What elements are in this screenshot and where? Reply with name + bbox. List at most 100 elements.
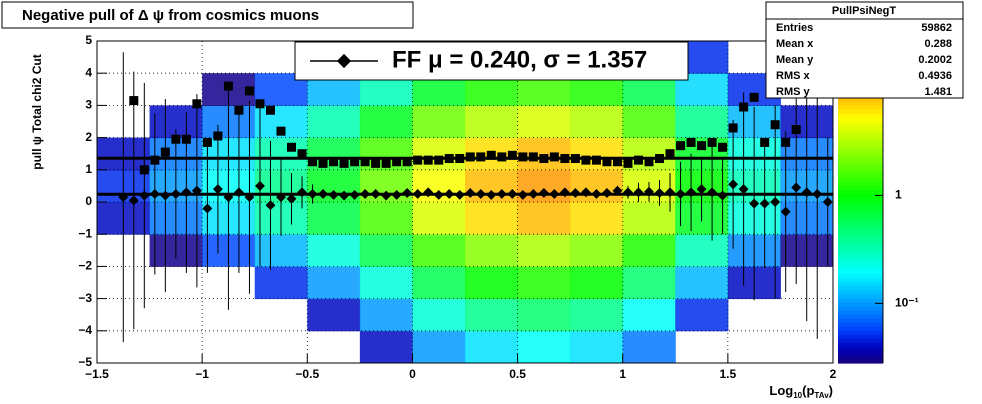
palette-step — [838, 226, 883, 231]
palette-step — [838, 282, 883, 288]
heat-cell — [254, 266, 308, 300]
stats-value: 0.2002 — [918, 54, 952, 66]
point — [160, 147, 170, 157]
palette-step — [838, 169, 883, 175]
point — [717, 190, 728, 201]
heat-cell — [307, 266, 361, 300]
point — [655, 154, 665, 164]
stats-value: 0.288 — [924, 38, 952, 50]
x-tick-label: 0.5 — [509, 367, 526, 381]
color-bar: 1 10⁻¹ — [838, 41, 919, 364]
point — [129, 96, 139, 106]
z-tick-label: 10⁻¹ — [895, 296, 919, 310]
palette-step — [838, 294, 883, 300]
point — [549, 189, 560, 199]
point — [160, 190, 171, 201]
point — [728, 179, 739, 190]
point — [371, 158, 381, 168]
heat-cell — [517, 202, 571, 235]
point — [822, 197, 833, 207]
palette-step — [838, 350, 883, 356]
x-tick-label: 1 — [619, 367, 626, 381]
point — [518, 152, 528, 162]
point — [328, 189, 339, 200]
heat-cell — [570, 202, 624, 235]
palette-step — [838, 342, 883, 348]
chart-title: Negative pull of Δ ψ from cosmics muons — [22, 7, 319, 24]
heat-cell — [622, 234, 676, 267]
point — [128, 195, 139, 206]
point — [444, 189, 455, 199]
point — [612, 157, 622, 167]
palette-step — [838, 290, 883, 296]
point — [697, 141, 707, 151]
palette-step — [838, 197, 883, 203]
point — [202, 137, 212, 147]
point — [360, 157, 370, 167]
point — [191, 185, 202, 196]
y-tick-label: −4 — [78, 323, 92, 337]
stats-value: 0.4936 — [918, 70, 952, 82]
point — [486, 150, 496, 160]
point — [192, 99, 202, 109]
heat-cell — [412, 202, 466, 235]
palette-step — [838, 181, 883, 187]
point — [665, 187, 675, 198]
point — [392, 157, 402, 167]
x-tick-label: −1.5 — [85, 367, 109, 381]
heat-cell — [307, 234, 361, 267]
point — [570, 154, 580, 164]
palette-step — [838, 322, 883, 328]
y-tick-label: 1 — [85, 162, 92, 176]
stats-value: 59862 — [921, 22, 952, 34]
point — [676, 141, 686, 151]
palette-step — [838, 238, 883, 243]
palette-step — [838, 210, 883, 215]
point — [602, 157, 612, 167]
heat-cell — [570, 298, 624, 332]
heat-cell — [465, 330, 519, 363]
heat-cell — [412, 266, 466, 300]
point — [580, 187, 591, 198]
point — [738, 184, 749, 195]
y-tick-label: 2 — [85, 130, 92, 144]
stats-label: Entries — [776, 22, 813, 34]
point — [339, 158, 349, 168]
point — [255, 180, 265, 191]
point — [739, 102, 749, 112]
point — [686, 187, 697, 198]
point — [707, 137, 717, 147]
point — [339, 190, 350, 201]
heat-cell — [359, 330, 413, 363]
point — [244, 192, 255, 203]
point — [760, 137, 770, 147]
heat-cell — [517, 330, 571, 363]
point — [791, 182, 802, 193]
palette-step — [838, 270, 883, 276]
palette-step — [838, 101, 883, 106]
heat-cell — [307, 105, 361, 139]
point — [507, 150, 517, 160]
point — [570, 188, 581, 198]
point — [623, 187, 633, 198]
point — [791, 125, 801, 135]
point — [528, 152, 538, 162]
heat-cell — [307, 298, 361, 332]
palette-step — [838, 161, 883, 167]
point — [476, 152, 486, 162]
stats-title: PullPsiNegT — [832, 5, 896, 17]
palette-step — [838, 330, 883, 336]
point — [434, 155, 444, 165]
z-tick-label: 1 — [895, 188, 902, 202]
point — [496, 189, 507, 199]
palette-step — [838, 230, 883, 235]
y-tick-label: 0 — [85, 194, 92, 208]
heat-cell — [412, 234, 466, 267]
point — [455, 154, 465, 164]
heat-cell — [359, 298, 413, 332]
y-axis-label: pull ψ Total chi2 Cut — [30, 54, 44, 169]
palette-step — [838, 214, 883, 219]
point — [234, 105, 244, 115]
palette-step — [838, 254, 883, 259]
heat-cell — [307, 202, 361, 235]
